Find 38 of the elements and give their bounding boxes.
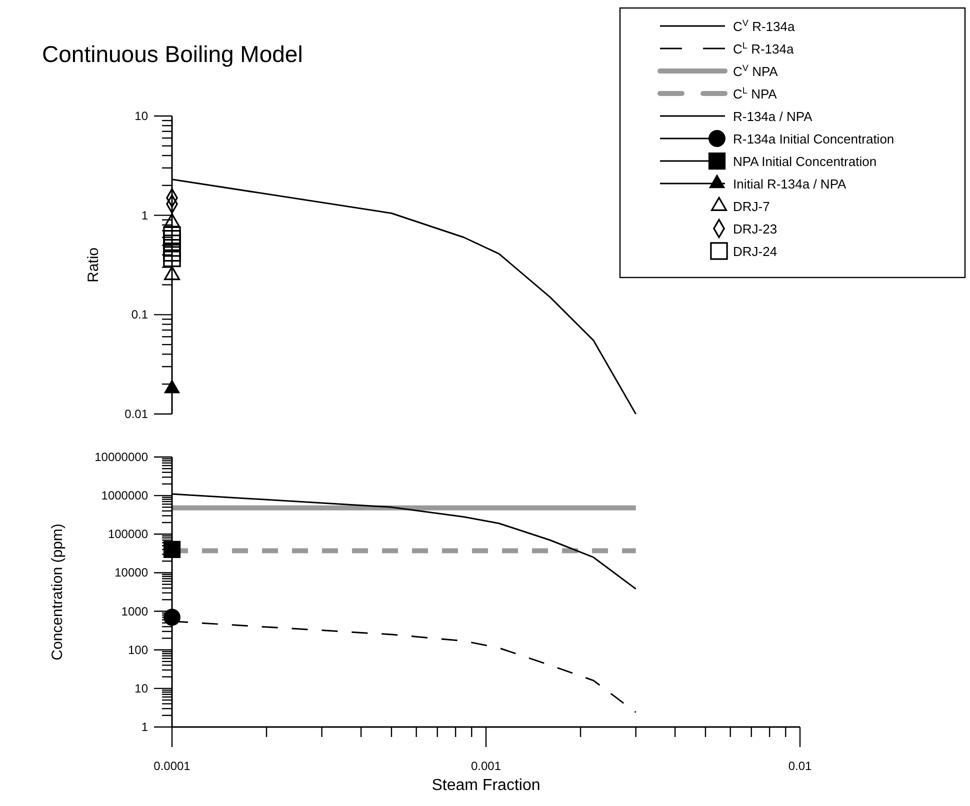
legend-label: DRJ-24 xyxy=(733,244,778,259)
chart-title: Continuous Boiling Model xyxy=(42,41,303,67)
y-tick-label: 0.01 xyxy=(124,407,148,421)
legend-label: DRJ-23 xyxy=(733,222,778,236)
point xyxy=(163,226,181,244)
y-tick-label: 10 xyxy=(134,681,148,696)
y-tick-label: 10 xyxy=(134,109,148,123)
legend-label: C$^{V}$ NPA xyxy=(733,63,778,79)
y-tick-label: 100000 xyxy=(108,527,148,542)
legend-label: NPA Initial Concentration xyxy=(733,154,877,169)
legend-label: R-134a Initial Concentration xyxy=(733,132,894,146)
point xyxy=(163,234,181,252)
y-tick-label: 100 xyxy=(128,642,148,657)
y-tick-label: 1 xyxy=(141,208,148,222)
point xyxy=(163,244,181,262)
x-tick-label: 0.001 xyxy=(470,759,502,773)
y-tick-label: 1000 xyxy=(121,604,148,618)
y-tick-label: 10000 xyxy=(114,566,148,580)
x-axis-title: Steam Fraction xyxy=(432,777,540,794)
point xyxy=(163,249,181,268)
legend-label: C$^{L}$ NPA xyxy=(733,86,778,102)
point xyxy=(163,230,181,248)
y-tick-label: 1 xyxy=(141,720,148,734)
legend-label: R-134a / NPA xyxy=(733,109,813,124)
point xyxy=(164,266,180,280)
y-tick-label: 0.1 xyxy=(131,308,148,322)
y-axis-title: Concentration (ppm) xyxy=(49,524,66,660)
x-tick-label: 0.0001 xyxy=(154,759,191,773)
legend-label: Initial R-134a / NPA xyxy=(733,176,847,192)
point xyxy=(163,239,181,257)
point xyxy=(164,380,180,394)
legend-label: C$^{V}$ R-134a xyxy=(733,18,796,34)
y-axis-title: Ratio xyxy=(85,247,102,283)
y-tick-label: 1000000 xyxy=(101,488,148,503)
legend-label: DRJ-7 xyxy=(733,199,770,214)
x-tick-label: 0.01 xyxy=(788,759,812,773)
y-tick-label: 10000000 xyxy=(94,450,148,464)
legend-label: C$^{L}$ R-134a xyxy=(733,40,794,56)
